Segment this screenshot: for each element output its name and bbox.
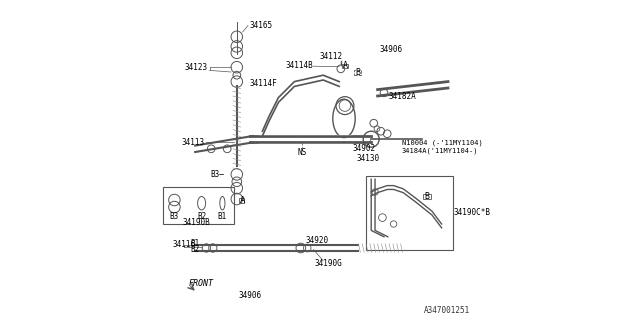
Text: 34113: 34113 [182, 138, 205, 147]
Text: 34123: 34123 [185, 63, 208, 72]
Bar [163, 187, 234, 224]
Text: B1: B1 [191, 239, 200, 248]
Text: 34190G: 34190G [314, 260, 342, 268]
Text: 34190C*B: 34190C*B [454, 208, 491, 217]
Text: 34130: 34130 [356, 154, 380, 163]
Text: 34906: 34906 [380, 45, 403, 54]
Text: 34116: 34116 [173, 240, 196, 249]
Text: NS: NS [298, 148, 307, 156]
Text: FRONT: FRONT [189, 279, 214, 288]
Text: 34182A: 34182A [388, 92, 417, 100]
Text: 34165: 34165 [250, 21, 273, 30]
Text: B: B [425, 192, 429, 201]
Text: 34114F: 34114F [249, 79, 277, 88]
Text: 34906: 34906 [238, 292, 261, 300]
Text: A: A [240, 196, 245, 205]
Text: B: B [355, 68, 360, 76]
Text: B3: B3 [170, 212, 179, 221]
Text: B2: B2 [197, 212, 206, 221]
Text: 34114B: 34114B [285, 61, 313, 70]
Text: A347001251: A347001251 [424, 306, 470, 315]
Bar [366, 176, 453, 250]
Text: 34184A('11MY1104-): 34184A('11MY1104-) [402, 147, 478, 154]
Text: A: A [342, 61, 348, 70]
Text: B2: B2 [191, 245, 200, 254]
Text: 34902: 34902 [353, 144, 376, 153]
Text: N10004 (-'11MY1104): N10004 (-'11MY1104) [402, 139, 483, 146]
Text: B1: B1 [218, 212, 227, 221]
Bar [342, 64, 348, 68]
Text: 34112: 34112 [319, 52, 343, 60]
Bar [424, 194, 431, 199]
Text: 34190B: 34190B [183, 218, 211, 227]
Bar [239, 198, 244, 203]
Text: B3—: B3— [210, 170, 224, 179]
Bar [355, 70, 361, 75]
Text: 34920: 34920 [306, 236, 329, 245]
